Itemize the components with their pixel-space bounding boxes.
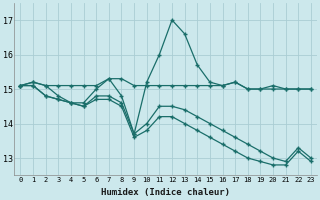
X-axis label: Humidex (Indice chaleur): Humidex (Indice chaleur) — [101, 188, 230, 197]
